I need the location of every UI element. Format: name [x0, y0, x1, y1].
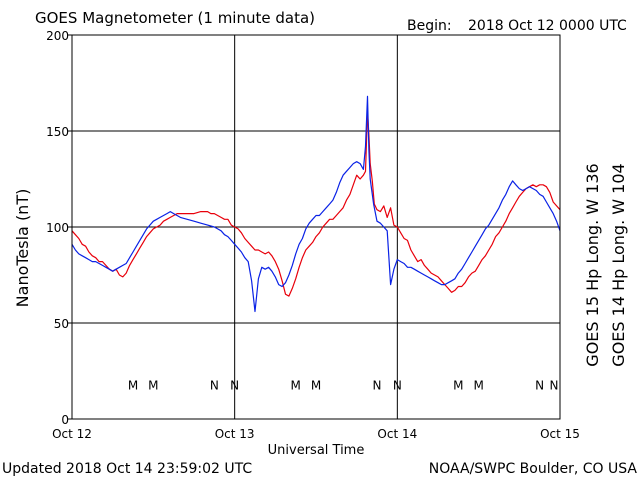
annotation-marker: N — [535, 378, 544, 392]
legend-goes15: GOES 15 Hp Long. W 136 — [583, 163, 602, 366]
begin-value: 2018 Oct 12 0000 UTC — [468, 18, 627, 34]
series-layer — [71, 95, 561, 313]
annotation-marker: M — [290, 378, 300, 392]
x-axis-ticks: Oct 12 Oct 13 Oct 14 Oct 15 — [52, 427, 580, 441]
annotation-marker: M — [453, 378, 463, 392]
y-axis-label: NanoTesla (nT) — [13, 189, 32, 308]
annotation-marker: M — [128, 378, 138, 392]
chart-title: GOES Magnetometer (1 minute data) — [35, 9, 315, 27]
credit-text: NOAA/SWPC Boulder, CO USA — [429, 461, 638, 477]
annotation-marker: N — [210, 378, 219, 392]
y-tick-label: 0 — [61, 413, 69, 427]
series-line-goes14 — [71, 95, 561, 313]
annotation-marker: N — [230, 378, 239, 392]
y-tick-label: 100 — [46, 221, 69, 235]
y-tick-label: 50 — [54, 317, 69, 331]
begin-label: Begin: — [407, 18, 452, 34]
legend-goes14: GOES 14 Hp Long. W 104 — [609, 163, 628, 366]
annotation-marker: N — [550, 378, 559, 392]
annotation-marker: N — [393, 378, 402, 392]
y-tick-label: 150 — [46, 125, 69, 139]
x-tick-label: Oct 15 — [540, 427, 580, 441]
x-tick-label: Oct 14 — [377, 427, 417, 441]
annotation-marker: M — [311, 378, 321, 392]
annotation-marker: M — [473, 378, 483, 392]
annotation-marker: M — [148, 378, 158, 392]
y-tick-label: 200 — [46, 29, 69, 43]
annotation-marker: N — [373, 378, 382, 392]
updated-timestamp: Updated 2018 Oct 14 23:59:02 UTC — [2, 461, 252, 477]
x-axis-label: Universal Time — [268, 443, 365, 458]
x-tick-label: Oct 12 — [52, 427, 92, 441]
series-line-goes15 — [71, 111, 561, 297]
y-axis-ticks: 0 50 100 150 200 — [46, 29, 72, 427]
x-tick-label: Oct 13 — [215, 427, 255, 441]
